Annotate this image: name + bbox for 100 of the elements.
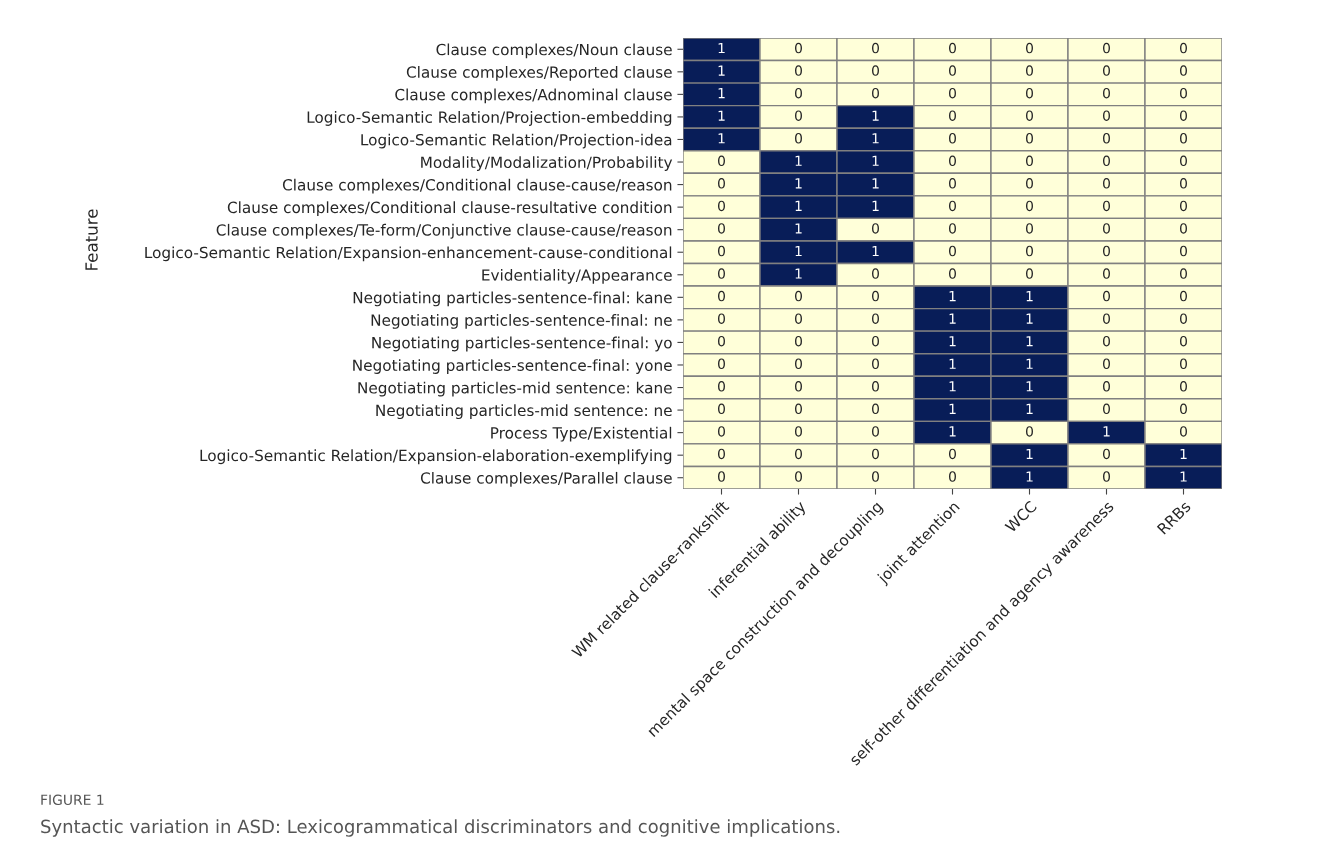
data-label: 1 (795, 223, 802, 234)
data-label: 0 (1026, 155, 1033, 167)
data-label: 0 (949, 65, 956, 76)
data-label: 0 (1103, 223, 1110, 234)
data-label: 0 (718, 223, 725, 234)
data-label: 0 (795, 110, 802, 121)
y-tick-label: Negotiating particles-sentence-final: yo (372, 336, 672, 352)
data-label: 0 (1103, 335, 1110, 347)
data-label: 1 (949, 426, 956, 437)
data-label: 0 (872, 403, 879, 415)
data-label: 0 (795, 381, 802, 392)
data-label: 0 (1103, 471, 1110, 482)
data-label: 0 (1180, 381, 1187, 392)
data-label: 0 (718, 245, 725, 257)
data-label: 0 (949, 268, 956, 279)
y-tick-label: Process Type/Existential (491, 426, 672, 442)
data-label: 0 (718, 335, 725, 347)
caption: FIGURE 1 (41, 794, 104, 806)
data-label: 1 (718, 110, 725, 121)
data-label: 0 (795, 133, 802, 144)
data-label: 0 (1103, 200, 1110, 212)
data-label: 1 (795, 200, 802, 211)
data-label: 0 (1026, 223, 1033, 234)
data-label: 1 (1026, 336, 1033, 347)
data-label: 0 (872, 223, 879, 234)
data-label: 1 (1026, 358, 1033, 369)
data-label: 0 (1180, 223, 1187, 234)
data-label: 0 (1180, 65, 1187, 76)
data-label: 0 (1103, 268, 1110, 279)
data-label: 0 (718, 290, 725, 302)
data-label: 0 (1026, 110, 1033, 121)
data-label: 1 (872, 245, 879, 257)
data-label: 1 (872, 155, 879, 166)
data-label: 1 (1026, 448, 1033, 460)
data-label: 0 (949, 155, 956, 167)
y-tick-label: Modality/Modalization/Probability (421, 156, 673, 172)
data-label: 0 (1026, 178, 1033, 189)
data-label: 0 (872, 335, 879, 347)
data-label: 0 (1026, 65, 1033, 76)
data-label: 0 (1103, 133, 1110, 144)
data-label: 0 (1103, 403, 1110, 415)
data-label: 0 (949, 200, 956, 212)
data-label: 1 (949, 291, 956, 302)
y-tick-label: Clause complexes/Conditional clause-cause/reason (282, 178, 672, 194)
data-label: 0 (795, 426, 802, 437)
data-label: 0 (795, 290, 802, 302)
data-label: 0 (1180, 87, 1187, 99)
data-label: 0 (1180, 313, 1187, 324)
data-label: 0 (949, 42, 956, 54)
data-label: 0 (795, 448, 802, 460)
data-label: 0 (872, 268, 879, 279)
data-label: 0 (1180, 245, 1187, 257)
data-label: 0 (1103, 65, 1110, 76)
data-label: 0 (949, 448, 956, 460)
data-label: 1 (949, 336, 956, 347)
data-label: 0 (872, 471, 879, 482)
y-tick-label: Clause complexes/Noun clause (436, 43, 672, 59)
data-label: 1 (1180, 448, 1187, 460)
y-tick-label: Clause complexes/Parallel clause (420, 471, 672, 487)
data-label: 1 (872, 133, 879, 144)
data-label: 1 (795, 155, 802, 166)
data-label: 1 (718, 88, 725, 99)
data-label: 0 (1103, 42, 1110, 54)
data-label: 0 (718, 200, 725, 212)
data-label: 0 (718, 448, 725, 460)
data-label: 0 (949, 178, 956, 189)
data-label: 1 (795, 245, 802, 257)
data-label: 0 (1026, 268, 1033, 279)
data-label: 1 (872, 200, 879, 211)
data-label: 1 (795, 268, 802, 279)
data-label: 0 (718, 381, 725, 392)
data-label: 1 (795, 178, 802, 189)
y-tick-label: Logico-Semantic Relation/Projection-embedding (307, 111, 672, 126)
data-label: 1 (718, 65, 725, 76)
data-label: 0 (1103, 448, 1110, 460)
y-tick-label: Clause complexes/Reported clause (406, 66, 672, 81)
y-tick-label: Negotiating particles-mid sentence: kane (358, 381, 672, 397)
data-label: 0 (1026, 133, 1033, 144)
data-label: 0 (1180, 200, 1187, 212)
data-label: 0 (872, 290, 879, 302)
data-label: 0 (872, 313, 879, 324)
data-label: 0 (1026, 87, 1033, 99)
data-label: 1 (949, 403, 956, 414)
data-label: 0 (1026, 426, 1033, 437)
data-label: 0 (949, 87, 956, 99)
data-label: 0 (1180, 155, 1187, 167)
data-label: 0 (872, 448, 879, 460)
y-axis-title: Feature (85, 209, 98, 270)
y-tick-label: Logico-Semantic Relation/Expansion-enhancement-cause-conditional (145, 246, 672, 262)
y-tick-label: Logico-Semantic Relation/Projection-idea (361, 133, 672, 149)
data-label: 1 (1026, 291, 1033, 302)
y-tick-label: Logico-Semantic Relation/Expansion-elaboration-exemplifying (200, 449, 672, 465)
data-label: 0 (1103, 178, 1110, 189)
y-tick-label: Negotiating particles-sentence-final: ne (371, 314, 672, 329)
data-label: 0 (872, 381, 879, 392)
data-label: 0 (1026, 245, 1033, 257)
data-label: 0 (1180, 133, 1187, 144)
data-label: 0 (949, 133, 956, 144)
data-label: 0 (718, 178, 725, 189)
data-label: 0 (1103, 381, 1110, 392)
